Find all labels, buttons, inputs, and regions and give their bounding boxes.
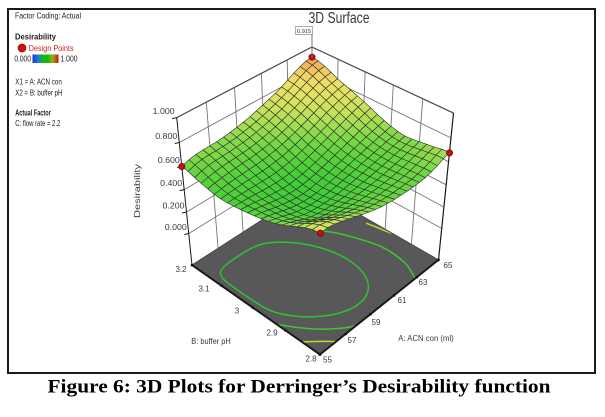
svg-text:2.8: 2.8 [305, 355, 317, 364]
svg-text:Figure 6: 3D Plots for Derring: Figure 6: 3D Plots for Derringer’s Desir… [48, 377, 551, 398]
svg-text:0.915: 0.915 [297, 29, 312, 35]
svg-text:57: 57 [348, 336, 357, 345]
svg-text:0.200: 0.200 [163, 201, 185, 211]
svg-text:61: 61 [398, 296, 407, 305]
svg-text:1.000: 1.000 [61, 54, 78, 64]
svg-text:0.800: 0.800 [155, 131, 177, 141]
svg-text:59: 59 [372, 318, 381, 327]
svg-text:63: 63 [419, 278, 428, 287]
svg-text:3D Surface: 3D Surface [309, 10, 370, 27]
svg-text:55: 55 [323, 356, 332, 365]
svg-text:3: 3 [235, 307, 240, 316]
svg-text:B: buffer pH: B: buffer pH [191, 337, 231, 346]
svg-text:Desirability: Desirability [15, 32, 56, 42]
svg-text:0.000: 0.000 [14, 54, 31, 64]
svg-text:X2 = B: buffer pH: X2 = B: buffer pH [15, 88, 62, 98]
svg-text:3.1: 3.1 [198, 285, 210, 294]
svg-text:C: flow rate = 2.2: C: flow rate = 2.2 [15, 118, 60, 128]
svg-text:3.2: 3.2 [175, 265, 187, 274]
svg-text:65: 65 [444, 261, 453, 270]
svg-text:0.400: 0.400 [160, 178, 182, 188]
svg-text:Actual Factor: Actual Factor [15, 108, 51, 118]
svg-text:Desirability: Desirability [132, 163, 142, 218]
svg-text:0.000: 0.000 [165, 222, 187, 232]
svg-text:Factor Coding: Actual: Factor Coding: Actual [15, 11, 81, 21]
svg-text:2.9: 2.9 [266, 329, 278, 338]
svg-text:0.600: 0.600 [158, 155, 180, 165]
svg-text:Design Points: Design Points [29, 43, 74, 53]
svg-text:1.000: 1.000 [153, 106, 175, 116]
svg-text:X1 = A: ACN con: X1 = A: ACN con [15, 77, 62, 87]
svg-text:A: ACN con (ml): A: ACN con (ml) [398, 334, 454, 343]
